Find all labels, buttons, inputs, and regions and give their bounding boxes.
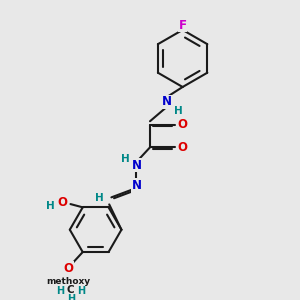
Text: F: F xyxy=(178,19,187,32)
Text: H: H xyxy=(56,286,64,296)
Text: O: O xyxy=(177,141,187,154)
Text: H: H xyxy=(67,294,75,300)
Text: O: O xyxy=(177,118,187,131)
Text: H: H xyxy=(77,286,85,296)
Text: H: H xyxy=(121,154,130,164)
Text: O: O xyxy=(57,196,67,209)
Text: H: H xyxy=(46,201,55,211)
Text: C: C xyxy=(67,285,75,295)
Text: N: N xyxy=(131,179,141,192)
Text: H: H xyxy=(95,194,104,203)
Text: N: N xyxy=(162,95,172,108)
Text: O: O xyxy=(64,262,74,275)
Text: H: H xyxy=(174,106,183,116)
Text: N: N xyxy=(131,159,141,172)
Text: methoxy: methoxy xyxy=(46,277,91,286)
